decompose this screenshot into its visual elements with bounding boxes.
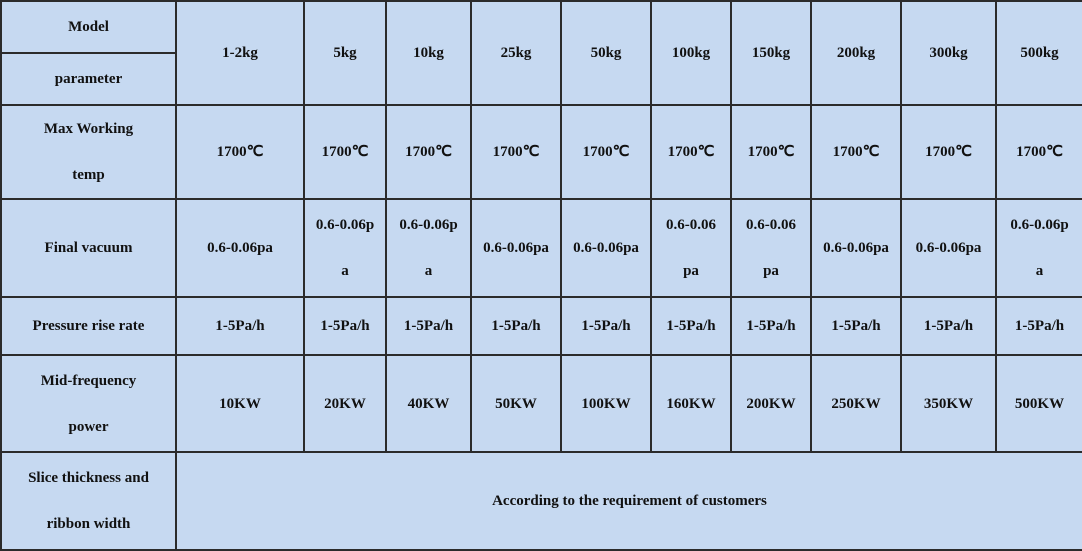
cell: 1-5Pa/h	[900, 296, 997, 356]
cell: 1-5Pa/h	[810, 296, 902, 356]
cell: 0.6-0.06pa	[730, 198, 812, 298]
column-header: 25kg	[470, 0, 562, 106]
cell: 1-5Pa/h	[995, 296, 1082, 356]
cell: 1700℃	[303, 104, 387, 200]
cell: 0.6-0.06pa	[810, 198, 902, 298]
row-label: Final vacuum	[0, 198, 177, 298]
column-header: 100kg	[650, 0, 732, 106]
data-row: Max Working temp 1700℃ 1700℃ 1700℃ 1700℃ 1700…	[0, 104, 1082, 200]
column-header: 150kg	[730, 0, 812, 106]
cell: 1700℃	[650, 104, 732, 200]
cell: 40KW	[385, 354, 472, 453]
corner-top: Model	[2, 2, 175, 54]
cell: 250KW	[810, 354, 902, 453]
cell: 1700℃	[900, 104, 997, 200]
data-row: Mid-frequency power 10KW 20KW 40KW 50KW 100KW…	[0, 354, 1082, 453]
column-header: 300kg	[900, 0, 997, 106]
column-header: 50kg	[560, 0, 652, 106]
cell: 1700℃	[560, 104, 652, 200]
cell: 1-5Pa/h	[730, 296, 812, 356]
cell: 200KW	[730, 354, 812, 453]
cell: 0.6-0.06pa	[470, 198, 562, 298]
cell: 0.6-0.06pa	[303, 198, 387, 298]
corner-cell: Model parameter	[0, 0, 177, 106]
column-header: 200kg	[810, 0, 902, 106]
column-header: 1-2kg	[175, 0, 305, 106]
row-label: Mid-frequency power	[0, 354, 177, 453]
cell: 1-5Pa/h	[470, 296, 562, 356]
cell: 350KW	[900, 354, 997, 453]
cell: 10KW	[175, 354, 305, 453]
data-row: Final vacuum 0.6-0.06pa 0.6-0.06pa 0.6-0.06…	[0, 198, 1082, 298]
column-header: 500kg	[995, 0, 1082, 106]
column-header: 5kg	[303, 0, 387, 106]
cell: 1700℃	[995, 104, 1082, 200]
cell: 500KW	[995, 354, 1082, 453]
cell: 1-5Pa/h	[303, 296, 387, 356]
cell: 1700℃	[175, 104, 305, 200]
cell: 50KW	[470, 354, 562, 453]
cell: 160KW	[650, 354, 732, 453]
cell: 0.6-0.06pa	[995, 198, 1082, 298]
cell: 20KW	[303, 354, 387, 453]
cell: 1700℃	[730, 104, 812, 200]
cell: 1-5Pa/h	[385, 296, 472, 356]
row-label: Slice thickness and ribbon width	[0, 451, 177, 551]
merged-cell: According to the requirement of customer…	[175, 451, 1082, 551]
cell: 1700℃	[385, 104, 472, 200]
cell: 0.6-0.06pa	[175, 198, 305, 298]
data-row: Pressure rise rate 1-5Pa/h 1-5Pa/h 1-5Pa/h 1…	[0, 296, 1082, 356]
cell: 1-5Pa/h	[175, 296, 305, 356]
cell: 1700℃	[810, 104, 902, 200]
cell: 0.6-0.06pa	[650, 198, 732, 298]
cell: 100KW	[560, 354, 652, 453]
header-row: Model parameter 1-2kg 5kg 10kg 25kg 50kg 100kg 1…	[0, 0, 1082, 106]
column-header: 10kg	[385, 0, 472, 106]
cell: 1-5Pa/h	[560, 296, 652, 356]
cell: 1-5Pa/h	[650, 296, 732, 356]
row-label: Pressure rise rate	[0, 296, 177, 356]
cell: 0.6-0.06pa	[560, 198, 652, 298]
cell: 1700℃	[470, 104, 562, 200]
footer-row: Slice thickness and ribbon width Accordin…	[0, 451, 1082, 551]
row-label: Max Working temp	[0, 104, 177, 200]
cell: 0.6-0.06pa	[385, 198, 472, 298]
cell: 0.6-0.06pa	[900, 198, 997, 298]
corner-bottom: parameter	[54, 71, 123, 87]
